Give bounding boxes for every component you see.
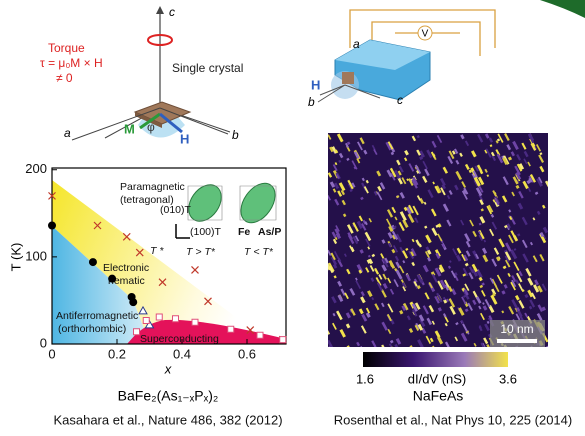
y-tick-label: 100 xyxy=(25,248,47,263)
data-point xyxy=(134,329,140,335)
label: Single crystal xyxy=(172,61,243,75)
inset-label: As/P xyxy=(258,226,281,238)
inset-label: T > T* xyxy=(186,246,216,258)
formula: ≠ 0 xyxy=(56,71,73,85)
formula: τ = μ₀M × H xyxy=(40,56,103,70)
data-point xyxy=(109,275,116,282)
annotation: Electronic xyxy=(103,262,149,274)
label: H xyxy=(311,77,320,92)
data-point xyxy=(143,317,149,323)
y-axis-label: T (K) xyxy=(8,243,23,272)
label: H xyxy=(180,131,189,146)
device-diagram: V a H b c xyxy=(308,10,495,109)
data-point xyxy=(49,222,56,229)
scale-bar-label: 10 nm xyxy=(500,322,533,336)
data-point xyxy=(173,316,179,322)
phase-diagram: Paramagnetic (tetragonal) T * Electronic… xyxy=(8,161,286,376)
axis-label: a xyxy=(353,37,360,51)
annotation: Antiferromagnetic xyxy=(56,310,138,322)
axis-label: b xyxy=(232,128,239,142)
data-point xyxy=(130,299,137,306)
axis-label: b xyxy=(308,95,315,109)
y-tick-label: 0 xyxy=(40,335,47,350)
annotation: (orthorhombic) xyxy=(58,323,126,335)
torque-diagram: c Torque τ = μ₀M × H ≠ 0 Single crystal … xyxy=(40,5,243,146)
annotation: Paramagnetic xyxy=(120,181,185,193)
colorbar-min: 1.6 xyxy=(356,371,374,386)
scale-bar xyxy=(497,339,537,343)
label: M xyxy=(124,121,135,136)
x-tick-label: 0.2 xyxy=(108,346,126,361)
data-point xyxy=(192,319,198,325)
inset-label: Fe xyxy=(238,226,250,238)
data-point xyxy=(257,332,263,338)
caption-reference: Rosenthal et al., Nat Phys 10, 225 (2014… xyxy=(334,412,572,427)
inset-label: (100)T xyxy=(190,226,222,238)
caption-reference: Kasahara et al., Nature 486, 382 (2012) xyxy=(53,412,282,427)
colorbar-label: dI/dV (nS) xyxy=(408,371,467,386)
label: φ xyxy=(147,120,155,134)
annotation: Superconducting xyxy=(140,333,219,345)
data-point xyxy=(89,259,96,266)
axis-label: a xyxy=(64,126,71,140)
data-point xyxy=(192,266,199,273)
slide: c Torque τ = μ₀M × H ≠ 0 Single crystal … xyxy=(0,0,585,436)
inset-label: (010)T xyxy=(160,204,192,216)
colorbar xyxy=(363,352,508,367)
caption-formula: NaFeAs xyxy=(413,388,464,404)
data-point xyxy=(280,337,286,343)
x-tick-label: 0 xyxy=(48,346,55,361)
y-tick-label: 200 xyxy=(25,161,47,176)
annotation: T * xyxy=(150,245,164,257)
colorbar-max: 3.6 xyxy=(499,371,517,386)
x-axis-label: x xyxy=(164,361,172,376)
data-point xyxy=(156,314,162,320)
data-point xyxy=(228,326,234,332)
caption-formula: BaFe₂(As₁₋ₓPₓ)₂ xyxy=(118,388,219,404)
x-tick-label: 0.6 xyxy=(238,346,256,361)
x-tick-label: 0.4 xyxy=(173,346,191,361)
inset-label: T < T* xyxy=(244,246,274,258)
meter-label: V xyxy=(422,29,429,40)
axis-label: c xyxy=(169,5,175,19)
label: Torque xyxy=(48,41,85,55)
axis-label: c xyxy=(397,93,403,107)
decoration xyxy=(540,0,585,18)
